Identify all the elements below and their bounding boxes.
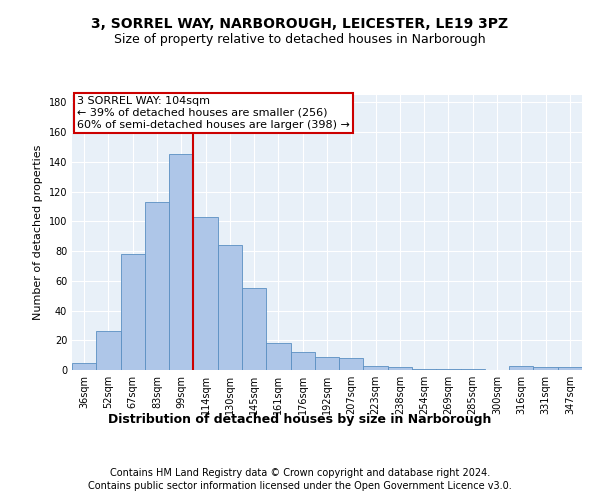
Bar <box>242 288 266 370</box>
Text: Size of property relative to detached houses in Narborough: Size of property relative to detached ho… <box>114 32 486 46</box>
Text: Distribution of detached houses by size in Narborough: Distribution of detached houses by size … <box>109 412 491 426</box>
Bar <box>96 332 121 370</box>
Bar <box>169 154 193 370</box>
Text: Contains public sector information licensed under the Open Government Licence v3: Contains public sector information licen… <box>88 481 512 491</box>
Bar <box>558 367 582 370</box>
Bar <box>339 358 364 370</box>
Bar <box>145 202 169 370</box>
Bar <box>436 368 461 370</box>
Bar <box>193 217 218 370</box>
Bar <box>412 368 436 370</box>
Bar <box>266 343 290 370</box>
Bar <box>533 367 558 370</box>
Bar <box>509 366 533 370</box>
Bar <box>121 254 145 370</box>
Bar <box>290 352 315 370</box>
Bar <box>461 368 485 370</box>
Bar <box>388 367 412 370</box>
Text: 3 SORREL WAY: 104sqm
← 39% of detached houses are smaller (256)
60% of semi-deta: 3 SORREL WAY: 104sqm ← 39% of detached h… <box>77 96 350 130</box>
Bar <box>364 366 388 370</box>
Y-axis label: Number of detached properties: Number of detached properties <box>33 145 43 320</box>
Bar <box>72 362 96 370</box>
Text: 3, SORREL WAY, NARBOROUGH, LEICESTER, LE19 3PZ: 3, SORREL WAY, NARBOROUGH, LEICESTER, LE… <box>91 18 509 32</box>
Text: Contains HM Land Registry data © Crown copyright and database right 2024.: Contains HM Land Registry data © Crown c… <box>110 468 490 477</box>
Bar <box>218 245 242 370</box>
Bar <box>315 356 339 370</box>
